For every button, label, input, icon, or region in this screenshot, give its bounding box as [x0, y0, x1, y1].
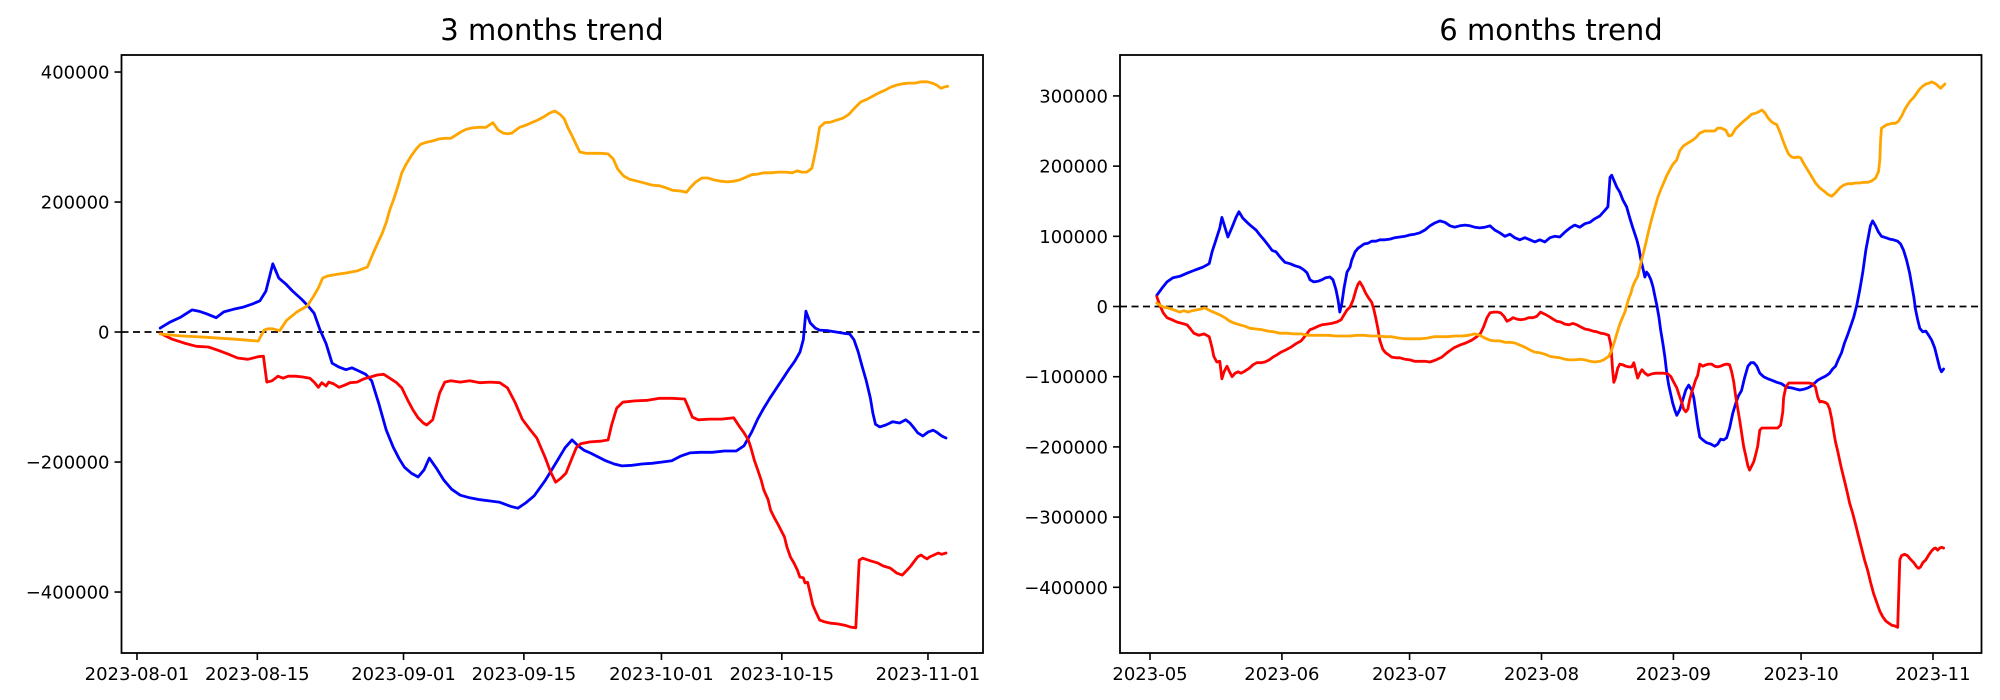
y-tick-label: −400000	[26, 583, 110, 604]
series-line-blue	[158, 262, 948, 510]
y-tick-label: −200000	[1024, 437, 1108, 458]
x-tick-label: 2023-10	[1763, 664, 1838, 685]
x-tick-label: 2023-10-01	[609, 664, 714, 685]
series-line-orange	[158, 80, 950, 343]
y-tick-label: 100000	[1039, 227, 1108, 248]
series-line-red	[158, 331, 948, 630]
x-tick-label: 2023-09-15	[472, 664, 577, 685]
y-tick-label: −400000	[1024, 578, 1108, 599]
x-tick-label: 2023-08-15	[205, 664, 310, 685]
series-line-orange	[1155, 80, 1947, 364]
x-tick-label: 2023-11	[1895, 664, 1970, 685]
x-tick-label: 2023-09-01	[351, 664, 456, 685]
x-tick-label: 2023-08	[1504, 664, 1579, 685]
x-tick-label: 2023-11-01	[876, 664, 981, 685]
y-tick-label: −300000	[1024, 508, 1108, 529]
x-tick-label: 2023-08-01	[85, 664, 190, 685]
axes-box	[1119, 54, 1983, 654]
x-tick-label: 2023-10-15	[730, 664, 835, 685]
y-tick-label: 200000	[1039, 157, 1108, 178]
chart-title-3-months: 3 months trend	[440, 13, 663, 47]
x-tick-label: 2023-05	[1112, 664, 1187, 685]
x-tick-label: 2023-09	[1636, 664, 1711, 685]
y-tick-label: −100000	[1024, 367, 1108, 388]
chart-title-6-months: 6 months trend	[1439, 13, 1662, 47]
y-tick-label: 0	[98, 323, 109, 344]
y-tick-label: 0	[1097, 297, 1108, 318]
x-tick-label: 2023-06	[1244, 664, 1319, 685]
y-tick-label: −200000	[26, 453, 110, 474]
y-tick-label: 200000	[41, 193, 110, 214]
chart-6-months-plot: 300000 200000 100000 0 −100000 −200000 −300000…	[1024, 54, 1983, 685]
series-line-red	[1155, 280, 1945, 629]
chart-3-months-plot: 400000 200000 0 −200000 −400000 2023-08-01 202…	[26, 54, 984, 685]
x-tick-label: 2023-07	[1372, 664, 1447, 685]
y-tick-label: 300000	[1039, 86, 1108, 107]
axes-box	[120, 54, 984, 654]
y-tick-label: 400000	[41, 63, 110, 84]
series-line-blue	[1155, 173, 1945, 448]
